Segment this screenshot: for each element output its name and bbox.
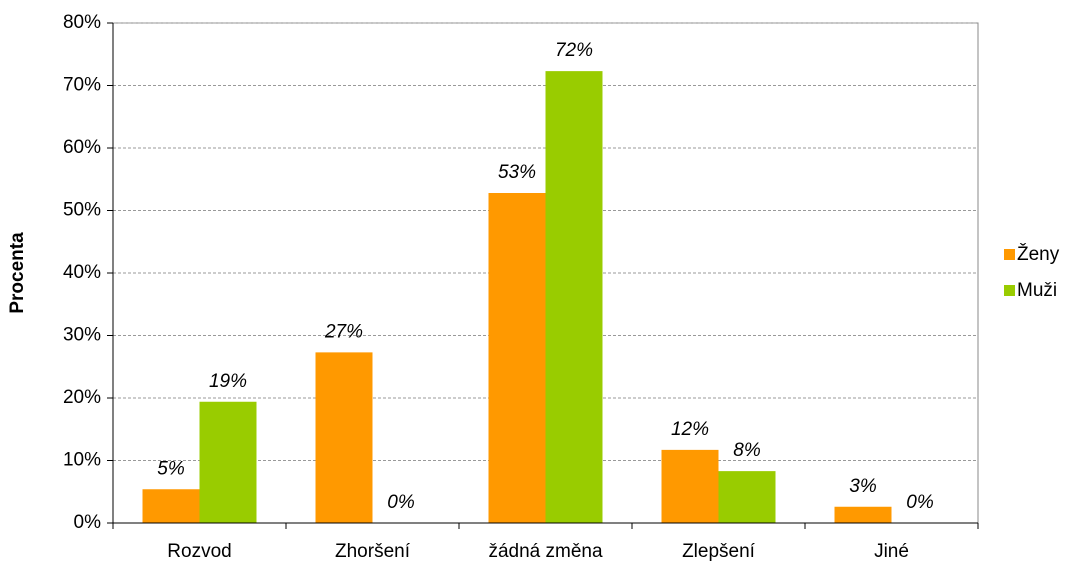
bar [661,449,719,523]
legend-swatch [1004,285,1015,296]
bar [545,71,603,523]
y-tick-label: 60% [63,137,101,158]
data-label: 0% [387,492,415,513]
data-label: 12% [671,419,709,440]
data-label: 3% [849,476,877,497]
y-tick-label: 50% [63,200,101,221]
data-label: 53% [498,162,536,183]
data-label: 72% [555,40,593,61]
legend-label: Ženy [1017,243,1060,265]
y-tick-label: 20% [63,387,101,408]
bar [834,506,892,523]
bar [488,193,546,523]
x-tick-label: Rozvod [167,541,231,562]
data-label: 5% [157,458,185,479]
x-tick-label: Zlepšení [682,541,756,562]
bar [199,401,257,523]
x-tick-label: Jiné [874,541,909,562]
y-tick-label: 70% [63,75,101,96]
y-tick-label: 0% [74,512,102,533]
data-label: 0% [906,492,934,513]
data-label: 8% [733,440,761,461]
y-tick-label: 30% [63,325,101,346]
y-tick-label: 40% [63,262,101,283]
x-tick-label: Zhoršení [335,541,411,562]
y-tick-label: 10% [63,450,101,471]
legend-swatch [1004,249,1015,260]
bar [142,489,200,523]
x-tick-label: žádná změna [488,541,603,562]
data-label: 27% [324,321,363,342]
bar [315,352,373,523]
bar [718,471,776,523]
y-axis-title: Procenta [7,232,28,314]
data-label: 19% [209,371,247,392]
legend-label: Muži [1017,280,1057,301]
y-tick-label: 80% [63,12,101,33]
